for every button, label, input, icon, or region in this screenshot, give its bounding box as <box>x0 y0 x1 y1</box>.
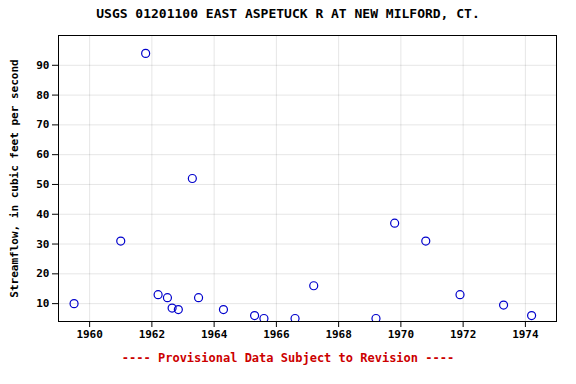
svg-text:Streamflow, in cubic feet per: Streamflow, in cubic feet per second <box>8 59 21 297</box>
html-text:---- Provisional Data Subject: ---- Provisional Data Subject to Revisio… <box>121 351 455 365</box>
svg-text:10: 10 <box>36 297 49 310</box>
svg-text:70: 70 <box>36 118 49 131</box>
svg-text:60: 60 <box>36 148 49 161</box>
svg-text:1970: 1970 <box>388 328 415 341</box>
svg-text:1972: 1972 <box>450 328 477 341</box>
svg-text:1962: 1962 <box>139 328 166 341</box>
svg-text:80: 80 <box>36 89 49 102</box>
svg-text:1960: 1960 <box>76 328 103 341</box>
svg-text:1964: 1964 <box>201 328 228 341</box>
svg-text:1974: 1974 <box>512 328 539 341</box>
svg-text:20: 20 <box>36 267 49 280</box>
html-text:USGS 01201100 EAST ASPETUCK R: USGS 01201100 EAST ASPETUCK R AT NEW MIL… <box>96 6 480 21</box>
svg-text:90: 90 <box>36 59 49 72</box>
svg-text:1966: 1966 <box>263 328 290 341</box>
svg-text:40: 40 <box>36 208 49 221</box>
svg-text:50: 50 <box>36 178 49 191</box>
svg-text:30: 30 <box>36 238 49 251</box>
svg-text:1968: 1968 <box>325 328 352 341</box>
